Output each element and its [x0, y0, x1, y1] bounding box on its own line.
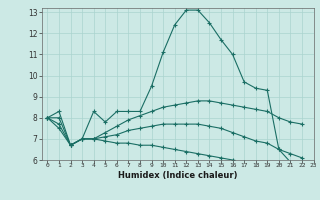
X-axis label: Humidex (Indice chaleur): Humidex (Indice chaleur)	[118, 171, 237, 180]
